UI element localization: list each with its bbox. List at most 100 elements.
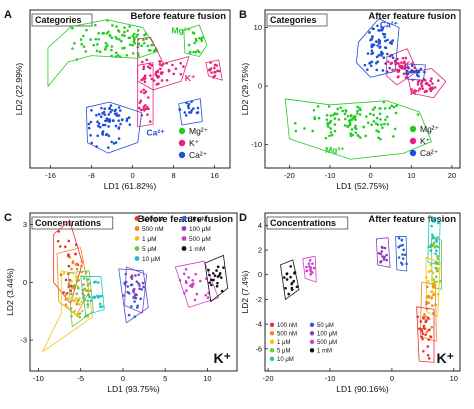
data-point [422, 349, 425, 353]
data-point [71, 296, 74, 299]
data-point [215, 269, 218, 272]
data-point [74, 252, 78, 256]
legend-label: 1 μM [277, 340, 290, 346]
data-point [185, 289, 188, 292]
data-point [282, 276, 286, 279]
y-axis-label: LD2 (22.99%) [14, 63, 24, 116]
data-point [140, 90, 143, 94]
data-point [401, 257, 405, 260]
data-point [96, 134, 100, 138]
data-point [420, 335, 423, 339]
data-point [140, 44, 143, 48]
series-100-nm [416, 306, 435, 363]
cluster-hull [419, 281, 437, 342]
data-point [416, 83, 420, 86]
data-point [132, 32, 136, 36]
data-point [71, 261, 75, 265]
legend-marker [181, 216, 187, 221]
data-point [133, 315, 137, 319]
data-point [383, 255, 386, 259]
data-point [127, 292, 131, 295]
data-point [213, 63, 217, 67]
data-point [94, 37, 98, 41]
data-point [375, 129, 379, 132]
data-point [380, 50, 383, 54]
legend-marker [309, 348, 315, 353]
data-point [187, 43, 191, 47]
data-point [139, 108, 143, 112]
data-point [289, 265, 292, 268]
legend-label: 100 nM [277, 323, 297, 329]
data-point [432, 285, 435, 288]
data-point [58, 245, 62, 248]
data-point [353, 126, 357, 129]
data-point [123, 46, 126, 50]
series-1-m [42, 270, 93, 353]
legend-marker [309, 322, 315, 327]
x-tick-label: 20 [448, 171, 456, 180]
data-point [69, 289, 73, 293]
legend-label: 500 nM [142, 226, 164, 233]
category-box-label: Categories [270, 15, 317, 25]
x-tick-label: -20 [263, 374, 274, 383]
data-point [411, 64, 414, 68]
y-tick-label: -2 [255, 295, 262, 304]
data-point [394, 68, 397, 71]
data-point [182, 272, 186, 276]
data-point [217, 69, 221, 73]
data-point [346, 124, 349, 128]
data-point [377, 251, 381, 255]
data-point [356, 112, 359, 115]
legend-label: Mg²⁺ [189, 126, 209, 136]
x-tick-label: 8 [172, 171, 176, 180]
legend: 100 nM 500 nM 1 μM 5 μM 10 μM 50 μM 100 μM 500 … [269, 322, 337, 363]
data-point [140, 288, 143, 291]
data-point [158, 63, 162, 66]
data-point [125, 117, 129, 121]
data-point [333, 112, 337, 115]
data-point [67, 253, 70, 256]
cluster-hull [183, 24, 208, 57]
data-point [137, 282, 140, 285]
data-point [190, 283, 193, 286]
data-point [167, 69, 171, 73]
data-point [368, 31, 371, 34]
data-point [434, 303, 437, 306]
data-point [64, 278, 68, 282]
data-point [103, 123, 107, 127]
data-point [333, 129, 337, 133]
data-point [293, 271, 296, 275]
data-point [424, 89, 428, 93]
y-tick-label: 0 [258, 270, 262, 279]
data-point [135, 35, 138, 38]
data-point [152, 49, 156, 53]
data-point [436, 267, 440, 270]
cluster-hull [205, 59, 223, 81]
data-point [57, 230, 61, 233]
data-point [133, 41, 137, 45]
data-point [341, 109, 345, 113]
data-point [377, 53, 381, 57]
data-point [432, 242, 435, 246]
data-point [117, 114, 121, 117]
x-tick-label: 10 [407, 171, 415, 180]
data-point [434, 244, 438, 248]
data-point [390, 104, 394, 108]
legend-label: 5 μM [277, 349, 290, 355]
data-point [109, 110, 112, 114]
data-point [117, 119, 120, 122]
y-tick-label: 0 [23, 278, 27, 287]
ion-label: K⁺ [214, 350, 232, 366]
data-point [84, 50, 88, 53]
data-point [434, 275, 438, 279]
data-point [89, 133, 92, 137]
data-point [371, 35, 374, 38]
data-point [115, 25, 118, 28]
data-point [130, 305, 133, 308]
data-point [378, 112, 382, 116]
data-point [64, 298, 68, 301]
x-axis-label: LD1 (93.75%) [107, 384, 160, 394]
data-point [128, 43, 132, 47]
data-point [431, 271, 435, 275]
legend-label: 500 μM [317, 340, 337, 346]
